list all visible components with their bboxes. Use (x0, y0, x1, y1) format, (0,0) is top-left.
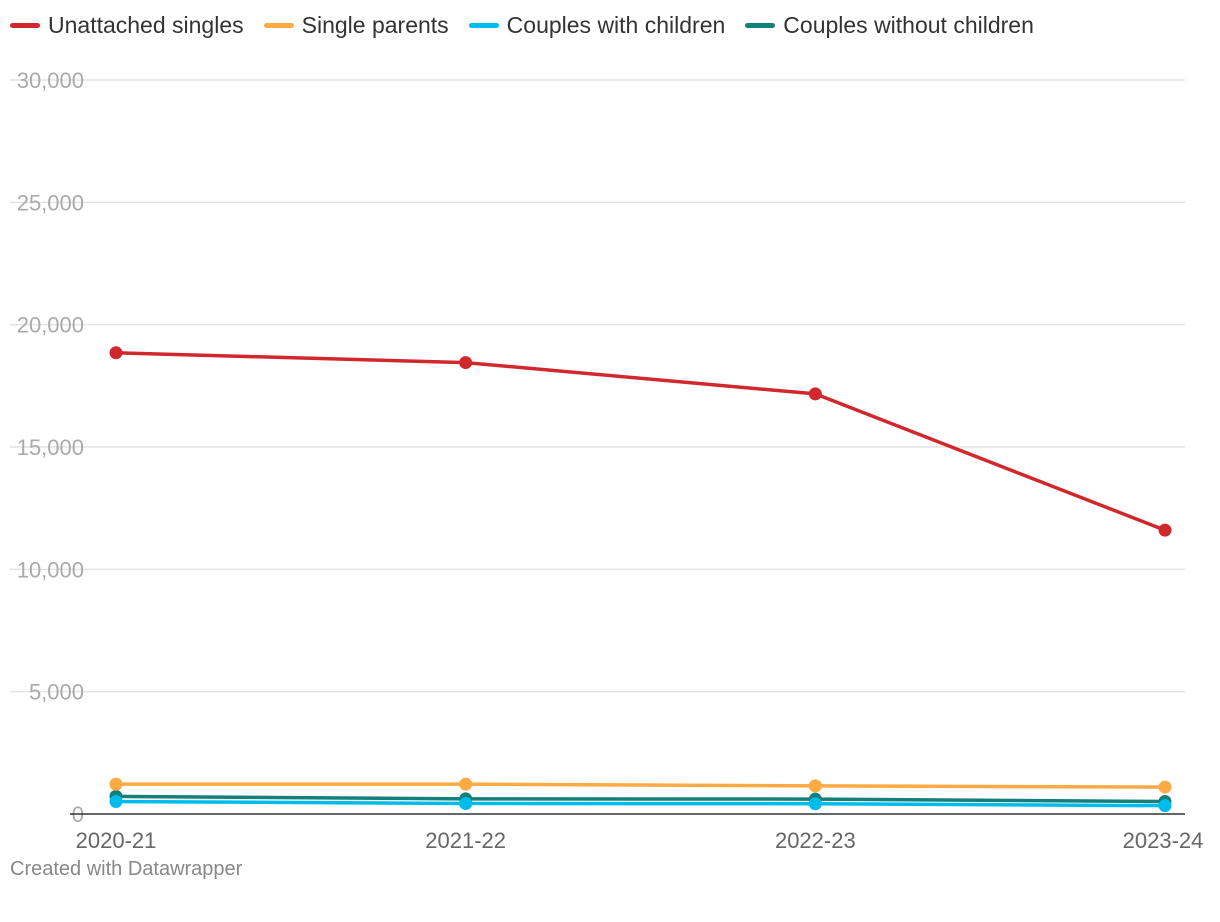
data-point (808, 797, 822, 811)
legend-item: Couples without children (745, 12, 1034, 39)
data-point (109, 777, 123, 791)
legend-label: Single parents (301, 12, 449, 38)
data-point (459, 356, 473, 370)
legend-label: Couples with children (506, 12, 726, 38)
x-tick-label: 2020-21 (76, 828, 157, 853)
y-tick-label: 15,000 (17, 435, 84, 460)
legend-swatch (745, 23, 776, 28)
legend: Unattached singles Single parents Couples … (10, 12, 1054, 39)
y-tick-label: 5,000 (29, 680, 84, 705)
legend-swatch (468, 23, 499, 28)
data-point (109, 795, 123, 809)
legend-label: Couples without children (783, 12, 1034, 38)
series-lines (114, 351, 1167, 808)
series-points (109, 346, 1172, 813)
data-point (1158, 799, 1172, 813)
data-point (459, 796, 473, 810)
data-point (808, 779, 822, 793)
y-tick-label: 20,000 (17, 313, 84, 338)
series-line (114, 351, 1167, 532)
x-tick-label: 2023-24 (1123, 828, 1204, 853)
y-tick-label: 10,000 (17, 557, 84, 582)
x-axis: 2020-21 2021-22 2022-23 2023-24 (70, 813, 1204, 853)
legend-label: Unattached singles (48, 12, 244, 38)
y-tick-label: 30,000 (17, 68, 84, 93)
legend-item: Single parents (263, 12, 449, 39)
data-point (808, 387, 822, 401)
legend-item: Unattached singles (10, 12, 244, 39)
series-line (114, 794, 1167, 804)
legend-swatch (10, 23, 40, 28)
data-point (109, 346, 123, 360)
legend-swatch (263, 23, 294, 28)
gridlines (10, 79, 1185, 693)
x-tick-label: 2021-22 (425, 828, 506, 853)
series-line (114, 782, 1167, 789)
series-line (114, 799, 1167, 808)
x-tick-label: 2022-23 (775, 828, 856, 853)
y-tick-label: 25,000 (17, 190, 84, 215)
legend-item: Couples with children (468, 12, 726, 39)
credit-footer: Created with Datawrapper (10, 858, 243, 880)
data-point (459, 777, 473, 791)
data-point (1158, 523, 1172, 537)
data-point (1158, 780, 1172, 794)
